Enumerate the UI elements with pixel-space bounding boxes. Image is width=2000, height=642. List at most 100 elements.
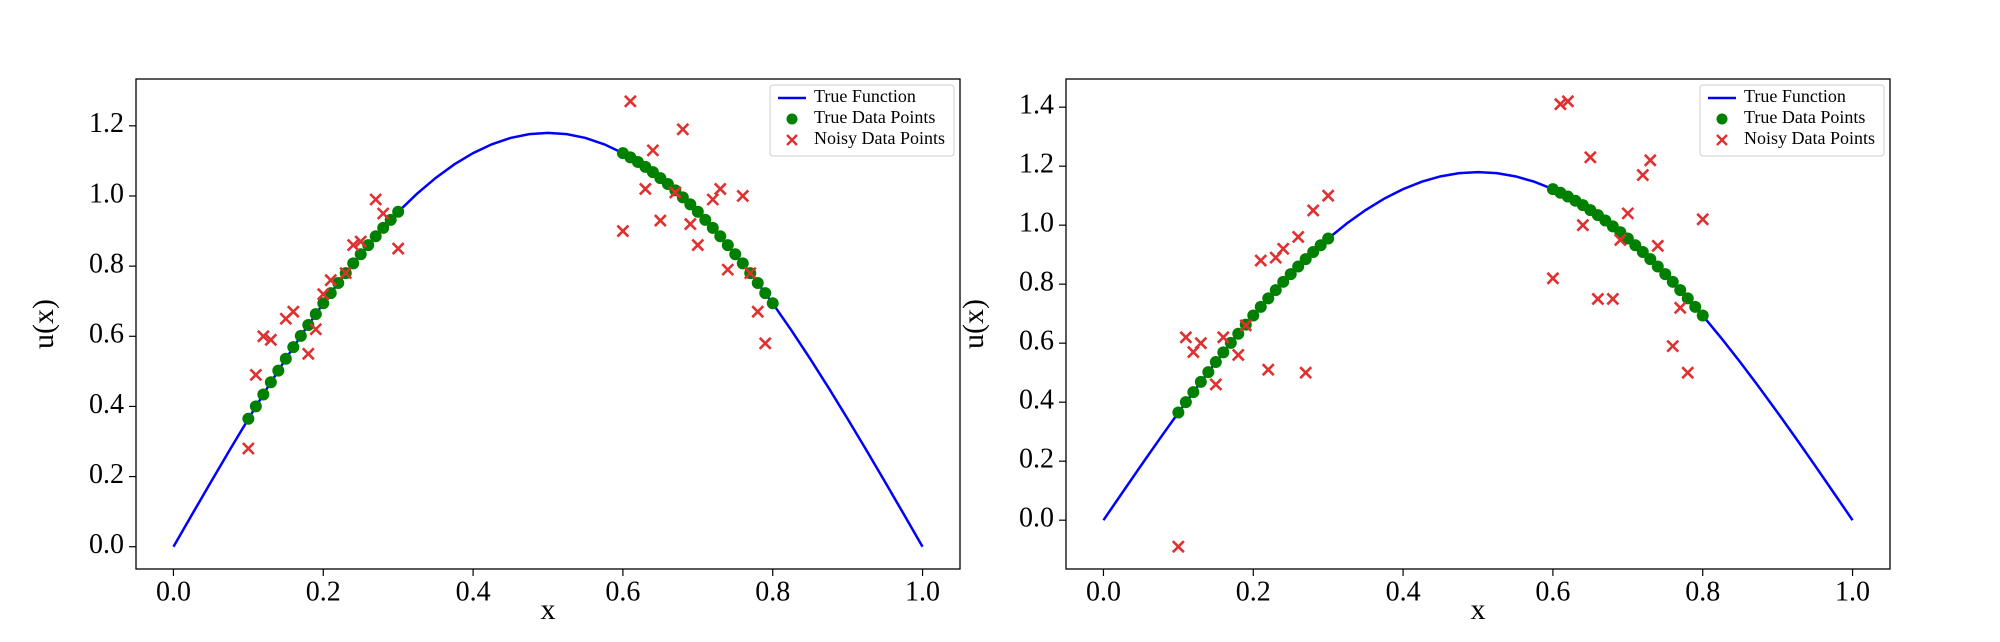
- cross-marker: [376, 207, 390, 220]
- point: [714, 230, 727, 243]
- cross-marker: [653, 214, 667, 227]
- point: [1322, 232, 1335, 245]
- legend-label: True Function: [1744, 86, 1846, 106]
- cross-marker: [1261, 363, 1275, 377]
- point: [1636, 246, 1649, 259]
- cross-marker: [721, 263, 735, 277]
- cross-marker: [346, 238, 360, 252]
- plot-area: [1102, 94, 1854, 554]
- point: [691, 205, 704, 218]
- point: [242, 412, 255, 425]
- x-tick-label: 0.8: [755, 576, 790, 607]
- cross-marker: [1254, 254, 1268, 267]
- cross-marker: [751, 305, 765, 319]
- cross-marker: [706, 193, 720, 206]
- cross-marker: [1231, 348, 1245, 362]
- cross-marker: [1673, 301, 1687, 315]
- legend-marker: [1716, 134, 1728, 146]
- point: [1644, 253, 1657, 266]
- legend-label: True Data Points: [814, 107, 935, 127]
- point: [279, 352, 292, 365]
- x-tick-label: 0.0: [1086, 576, 1121, 607]
- legend-marker: [786, 113, 798, 125]
- cross-marker: [1606, 292, 1620, 306]
- point: [669, 184, 682, 197]
- legend-label: Noisy Data Points: [814, 128, 945, 148]
- cross-marker: [1216, 330, 1230, 344]
- x-tick-label: 0.6: [1535, 576, 1570, 607]
- x-axis-label: x: [541, 593, 556, 626]
- point: [684, 198, 697, 211]
- y-tick-label: 0.2: [89, 459, 124, 490]
- y-tick-label: 1.2: [89, 108, 124, 139]
- point: [1674, 284, 1687, 297]
- y-tick-label: 1.0: [1019, 208, 1054, 239]
- cross-marker: [1696, 212, 1710, 226]
- point: [1696, 309, 1709, 322]
- y-tick-label: 0.4: [89, 389, 124, 420]
- cross-marker: [339, 266, 353, 280]
- cross-marker: [1681, 366, 1695, 380]
- cross-marker: [1276, 242, 1290, 256]
- point: [1689, 300, 1702, 313]
- cross-marker: [1636, 168, 1650, 182]
- cross-marker: [1561, 94, 1575, 108]
- point: [1262, 292, 1275, 305]
- cross-marker: [1194, 336, 1208, 350]
- point: [766, 297, 779, 310]
- cross-marker: [1209, 378, 1223, 391]
- cross-marker: [676, 122, 690, 136]
- cross-marker: [241, 442, 255, 455]
- point: [1172, 406, 1185, 419]
- y-tick-label: 0.6: [1019, 326, 1054, 357]
- cross-marker: [1321, 189, 1335, 203]
- y-tick-label: 0.8: [1019, 267, 1054, 298]
- cross-marker: [646, 143, 660, 157]
- cross-marker: [309, 322, 323, 336]
- cross-marker: [743, 266, 757, 280]
- point: [1292, 260, 1305, 273]
- cross-marker: [1576, 218, 1590, 232]
- point: [1681, 292, 1694, 305]
- point: [1209, 356, 1222, 369]
- cross-marker: [1179, 330, 1193, 344]
- cross-marker: [324, 273, 338, 287]
- legend-label: Noisy Data Points: [1744, 128, 1875, 148]
- point: [257, 388, 270, 401]
- legend-marker: [786, 134, 798, 146]
- point: [1194, 375, 1207, 388]
- point: [699, 213, 712, 226]
- x-tick-label: 1.0: [1835, 576, 1870, 607]
- legend-box: [1699, 84, 1885, 157]
- point: [1224, 336, 1237, 349]
- y-tick-label: 0.0: [1019, 503, 1054, 534]
- point: [1659, 268, 1672, 281]
- subplot: 0.0 0.2 0.4 0.6 0.8 1.0 0.0 0.2 0.4 0.6 0.8 1.0 1.2 1…: [957, 78, 1891, 626]
- y-tick-label: 0.2: [1019, 444, 1054, 475]
- point: [287, 341, 300, 354]
- y-tick-label: 0.0: [89, 529, 124, 560]
- point: [759, 287, 772, 300]
- cross-marker: [354, 235, 368, 248]
- subplot: 0.0 0.2 0.4 0.6 0.8 1.0 0.0 0.2 0.4 0.6 0.8 1.0 1.2 x…: [27, 78, 961, 626]
- legend-box: [769, 84, 955, 157]
- point: [751, 276, 764, 289]
- point: [362, 239, 375, 252]
- point: [302, 319, 315, 332]
- point: [1299, 253, 1312, 266]
- point: [1254, 300, 1267, 313]
- cross-marker: [1651, 239, 1665, 253]
- legend-marker: [1716, 113, 1728, 125]
- point: [249, 400, 262, 413]
- axes-frame: [1065, 78, 1891, 570]
- cross-marker: [736, 189, 750, 203]
- point: [706, 221, 719, 234]
- cross-marker: [1553, 97, 1567, 111]
- point: [1187, 386, 1200, 399]
- x-axis-label: x: [1471, 593, 1486, 626]
- cross-marker: [1291, 230, 1305, 244]
- cross-marker: [1306, 204, 1320, 217]
- point: [1202, 366, 1215, 379]
